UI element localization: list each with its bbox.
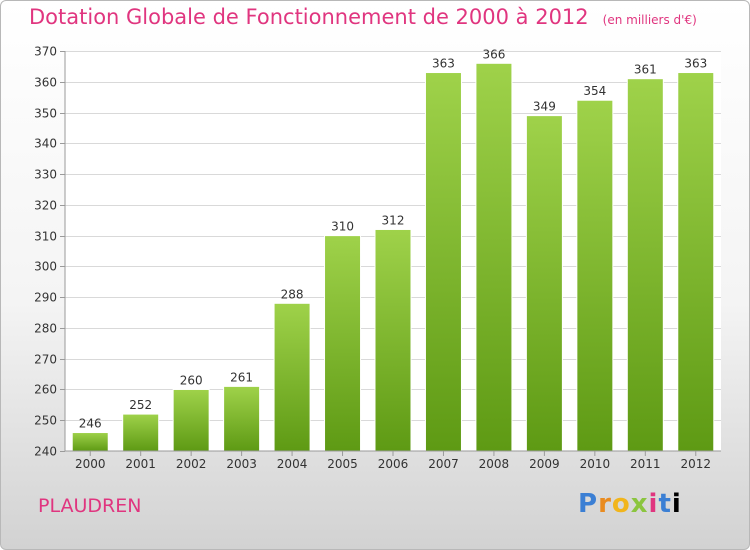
y-tick-label: 300	[34, 260, 57, 274]
y-tick-label: 330	[34, 168, 57, 182]
x-tick-label: 2003	[226, 457, 257, 471]
y-tick-label: 240	[34, 445, 57, 459]
bar-value-label: 260	[180, 373, 203, 387]
bar-value-label: 363	[432, 57, 455, 71]
commune-name: PLAUDREN	[38, 495, 142, 517]
x-tick-label: 2005	[327, 457, 358, 471]
bar-value-label: 310	[331, 220, 354, 234]
bar-value-label: 261	[230, 370, 253, 384]
x-tick-label: 2004	[277, 457, 308, 471]
chart-subtitle: (en milliers d'€)	[602, 13, 697, 27]
bar	[223, 385, 261, 452]
x-tick-label: 2009	[529, 457, 560, 471]
bar	[324, 235, 362, 452]
x-axis: 2000 2001 2002 2003 2004 2005 2006 2007 2008 2009…	[75, 451, 711, 471]
bar-value-label: 312	[382, 213, 405, 227]
bar-value-label: 349	[533, 100, 556, 114]
x-tick-label: 2012	[680, 457, 711, 471]
x-tick-label: 2002	[176, 457, 207, 471]
bar	[71, 432, 109, 452]
bar	[475, 62, 513, 452]
bar-value-label: 288	[281, 287, 304, 301]
bar-value-label: 361	[634, 63, 657, 77]
bar-value-label: 252	[129, 398, 152, 412]
y-tick-label: 320	[34, 199, 57, 213]
bar-value-label: 366	[482, 47, 505, 61]
x-tick-label: 2007	[428, 457, 459, 471]
y-tick-label: 340	[34, 137, 57, 151]
y-tick-label: 290	[34, 291, 57, 305]
x-tick-label: 2010	[580, 457, 611, 471]
bar-value-label: 354	[583, 84, 606, 98]
y-tick-label: 370	[34, 45, 57, 59]
y-axis: 240 250 260 270 280 290 300 310 320 330 340 350 360 3…	[34, 45, 65, 459]
proxiti-logo: Proxiti	[578, 489, 682, 519]
x-tick-label: 2008	[479, 457, 510, 471]
y-tick-label: 360	[34, 76, 57, 90]
bar	[576, 99, 614, 452]
bar	[525, 115, 563, 452]
y-tick-label: 250	[34, 414, 57, 428]
bar-value-label: 246	[79, 417, 102, 431]
chart-title: Dotation Globale de Fonctionnement de 20…	[29, 5, 697, 29]
chart-title-text: Dotation Globale de Fonctionnement de 20…	[29, 5, 589, 29]
bar	[273, 302, 311, 452]
y-tick-label: 310	[34, 230, 57, 244]
y-tick-label: 350	[34, 107, 57, 121]
bar	[374, 228, 412, 452]
bar	[677, 72, 715, 452]
x-tick-label: 2000	[75, 457, 106, 471]
x-tick-label: 2001	[125, 457, 156, 471]
bar	[424, 72, 462, 452]
bar-value-label: 363	[684, 57, 707, 71]
bar	[122, 413, 160, 452]
y-tick-label: 260	[34, 383, 57, 397]
y-tick-label: 270	[34, 353, 57, 367]
bar	[172, 388, 210, 452]
x-tick-label: 2006	[378, 457, 409, 471]
bars: 246 252 260 261 288 310 312 363 366 349 354 361 363	[71, 47, 715, 452]
y-tick-label: 280	[34, 322, 57, 336]
bar	[626, 78, 664, 452]
x-tick-label: 2011	[630, 457, 661, 471]
